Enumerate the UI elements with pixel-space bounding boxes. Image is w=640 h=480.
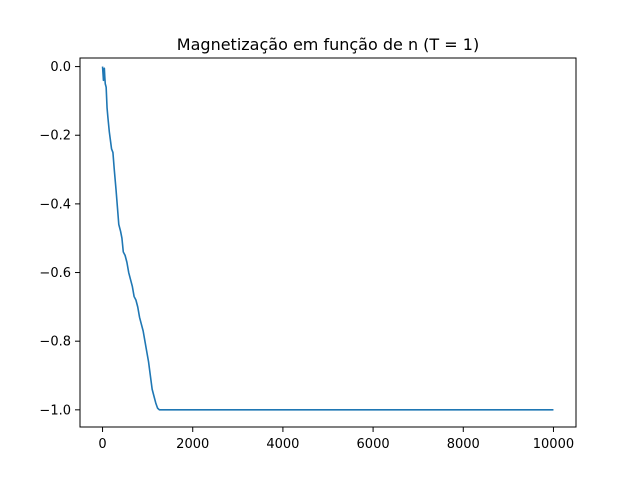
x-tick-label: 0 bbox=[98, 437, 106, 452]
plot-frame bbox=[79, 57, 577, 428]
magnetization-series-line bbox=[101, 66, 554, 411]
y-axis: 0.0 −0.2 −0.4 −0.6 −0.8 −1.0 bbox=[39, 60, 80, 418]
y-tick-label: 0.0 bbox=[50, 60, 71, 75]
x-tick-label: 4000 bbox=[266, 437, 299, 452]
x-tick-label: 6000 bbox=[357, 437, 390, 452]
x-tick-label: 10000 bbox=[533, 437, 574, 452]
y-tick-label: −0.6 bbox=[39, 266, 71, 281]
x-tick-label: 2000 bbox=[176, 437, 209, 452]
y-tick-label: −0.2 bbox=[39, 129, 71, 144]
y-tick-label: −0.8 bbox=[39, 335, 71, 350]
series-layer bbox=[101, 66, 554, 411]
y-tick-label: −1.0 bbox=[39, 403, 71, 418]
chart-title: Magnetização em função de n (T = 1) bbox=[177, 35, 479, 54]
y-tick-label: −0.4 bbox=[39, 197, 71, 212]
x-tick-label: 8000 bbox=[447, 437, 480, 452]
x-axis: 0 2000 4000 6000 8000 10000 bbox=[98, 427, 574, 452]
